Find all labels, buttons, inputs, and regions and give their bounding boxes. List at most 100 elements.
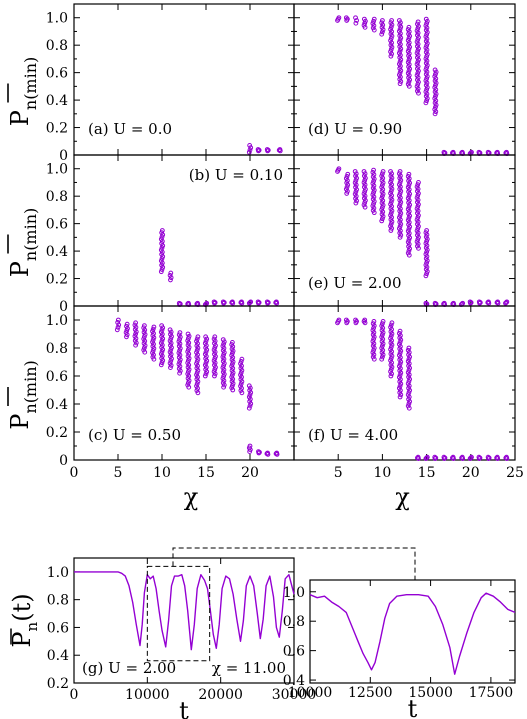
data-point bbox=[124, 323, 129, 329]
panel-label-d: (d) U = 0.90 bbox=[308, 120, 402, 138]
data-point bbox=[423, 262, 429, 268]
data-point bbox=[424, 43, 430, 48]
data-point bbox=[239, 356, 245, 362]
data-point bbox=[423, 300, 429, 306]
data-point bbox=[203, 367, 209, 372]
data-point bbox=[379, 339, 385, 344]
data-point bbox=[220, 299, 226, 305]
data-point bbox=[415, 204, 421, 210]
data-point bbox=[476, 299, 482, 305]
data-point bbox=[388, 173, 394, 179]
data-point bbox=[406, 42, 411, 48]
points-e bbox=[335, 166, 510, 308]
data-point bbox=[414, 217, 420, 223]
data-point bbox=[247, 399, 253, 404]
data-point bbox=[177, 336, 183, 342]
data-point bbox=[379, 211, 385, 217]
data-point bbox=[415, 81, 421, 87]
data-point bbox=[370, 321, 376, 327]
ytick-label-b: 0.8 bbox=[46, 189, 68, 205]
data-point bbox=[370, 332, 376, 338]
data-point bbox=[388, 344, 394, 350]
data-point bbox=[433, 93, 438, 99]
data-point bbox=[230, 361, 235, 367]
data-point bbox=[397, 390, 403, 396]
data-point bbox=[274, 299, 279, 305]
data-point bbox=[361, 184, 367, 190]
data-point bbox=[370, 185, 376, 191]
ytick-label-a: 0.6 bbox=[46, 66, 68, 82]
data-point bbox=[415, 21, 420, 27]
data-point bbox=[220, 369, 226, 375]
data-point bbox=[397, 234, 403, 240]
data-point bbox=[388, 369, 393, 374]
data-point bbox=[397, 213, 403, 218]
zoom-connectors bbox=[172, 547, 416, 580]
panel-a: 0 0.2 0.4 0.6 0.8 1.0 Pn(min) (a) U = 0.0 bbox=[6, 3, 295, 164]
data-point bbox=[370, 208, 376, 213]
ytick-label-inset: 0.4 bbox=[283, 673, 305, 689]
data-point bbox=[423, 266, 429, 272]
data-point bbox=[202, 373, 208, 379]
data-point bbox=[485, 149, 491, 155]
data-point bbox=[159, 327, 165, 333]
data-point bbox=[238, 359, 244, 364]
xtick-label-inset: 15000 bbox=[408, 685, 453, 701]
data-point bbox=[415, 199, 420, 205]
data-point bbox=[167, 360, 173, 366]
frame-g bbox=[73, 557, 295, 684]
ylabel-text-g: Pn(t) bbox=[8, 593, 41, 647]
data-point bbox=[150, 328, 155, 334]
data-point bbox=[396, 330, 402, 336]
data-point bbox=[441, 149, 447, 155]
data-point bbox=[158, 351, 164, 357]
ytick-label-g: 0.6 bbox=[47, 620, 69, 636]
ylabel-suffix-g: (t) bbox=[8, 593, 36, 621]
data-point bbox=[396, 374, 402, 380]
data-point bbox=[406, 237, 412, 243]
data-point bbox=[158, 329, 164, 335]
data-point bbox=[353, 171, 359, 177]
xtick-label-inset: 17500 bbox=[469, 685, 514, 701]
data-point bbox=[371, 319, 377, 324]
data-point bbox=[406, 222, 411, 227]
data-point bbox=[177, 345, 183, 351]
data-point bbox=[397, 328, 403, 334]
data-point bbox=[379, 178, 385, 183]
data-point bbox=[486, 299, 491, 305]
data-point bbox=[159, 245, 165, 251]
data-point bbox=[388, 49, 393, 55]
data-point bbox=[415, 455, 420, 461]
data-point bbox=[186, 358, 191, 364]
data-point bbox=[397, 169, 403, 174]
ylabel-main-g: P bbox=[8, 631, 36, 647]
data-point bbox=[415, 215, 421, 220]
data-point bbox=[397, 223, 403, 229]
data-point bbox=[194, 388, 200, 393]
ylabel-text-a: Pn(min) bbox=[6, 57, 40, 127]
data-point bbox=[211, 358, 217, 364]
ylabel-a: Pn(min) bbox=[6, 57, 40, 127]
data-point bbox=[229, 346, 235, 352]
data-point bbox=[247, 300, 253, 305]
data-point bbox=[221, 341, 227, 347]
data-point bbox=[423, 56, 429, 62]
data-point bbox=[229, 300, 235, 305]
data-point bbox=[405, 48, 411, 54]
xtick-label-f: 10 bbox=[373, 465, 391, 481]
data-point bbox=[388, 199, 394, 205]
data-point bbox=[432, 78, 438, 84]
data-point bbox=[379, 200, 385, 206]
data-point bbox=[415, 226, 421, 231]
data-point bbox=[423, 23, 429, 29]
data-point bbox=[353, 20, 359, 26]
data-point bbox=[248, 145, 254, 151]
data-point bbox=[406, 211, 411, 217]
data-point bbox=[379, 345, 385, 351]
data-point bbox=[371, 336, 376, 342]
data-point bbox=[433, 71, 438, 77]
panel-d: (d) U = 0.90 bbox=[293, 3, 516, 157]
data-point bbox=[159, 234, 165, 240]
data-point bbox=[159, 338, 165, 344]
